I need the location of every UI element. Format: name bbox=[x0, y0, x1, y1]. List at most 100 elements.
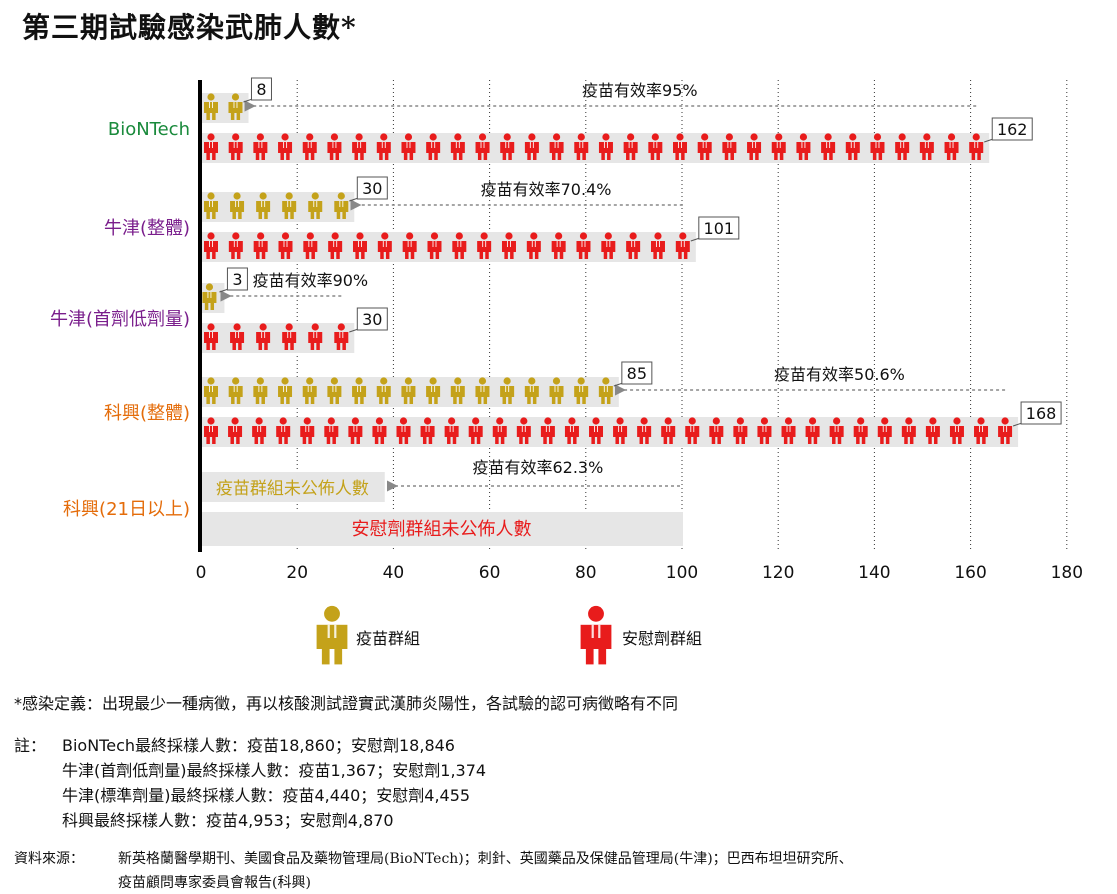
vaccine-person-icon bbox=[204, 93, 218, 120]
value-label: 8 bbox=[256, 80, 266, 99]
placebo-person-icon bbox=[919, 133, 934, 160]
placebo-person-icon bbox=[697, 133, 712, 160]
placebo-person-icon bbox=[282, 323, 297, 350]
placebo-person-icon bbox=[516, 417, 531, 444]
note-line: 牛津(首劑低劑量)最終採樣人數：疫苗1,367；安慰劑1,374 bbox=[62, 761, 487, 780]
category-label: 科興(整體) bbox=[104, 403, 190, 424]
placebo-person-icon bbox=[348, 417, 363, 444]
placebo-person-icon bbox=[327, 133, 342, 160]
vaccine-person-icon bbox=[256, 192, 271, 219]
vaccine-band bbox=[202, 192, 355, 222]
placebo-person-icon bbox=[228, 417, 243, 444]
x-tick-label: 100 bbox=[666, 563, 698, 583]
vaccine-person-icon bbox=[475, 377, 490, 404]
placebo-person-icon bbox=[675, 232, 690, 259]
vaccine-person-icon bbox=[204, 377, 218, 404]
x-tick-label: 20 bbox=[286, 563, 308, 583]
placebo-person-icon bbox=[228, 232, 243, 259]
value-box bbox=[250, 77, 272, 101]
placebo-person-icon bbox=[308, 323, 323, 350]
placebo-person-icon bbox=[796, 133, 811, 160]
vaccine-person-icon bbox=[376, 377, 391, 404]
placebo-person-icon bbox=[673, 133, 688, 160]
legend-placebo-label: 安慰劑群組 bbox=[622, 629, 702, 648]
placebo-person-icon bbox=[303, 232, 318, 259]
placebo-person-icon bbox=[452, 232, 467, 259]
placebo-person-icon bbox=[626, 232, 641, 259]
placebo-person-icon bbox=[276, 417, 291, 444]
placebo-person-icon bbox=[302, 133, 317, 160]
placebo-person-icon bbox=[925, 417, 940, 444]
note-line: 科興最終採樣人數：疫苗4,953；安慰劑4,870 bbox=[62, 811, 394, 830]
placebo-person-icon bbox=[401, 133, 416, 160]
placebo-person-icon bbox=[204, 133, 218, 160]
vaccine-person-icon bbox=[598, 377, 613, 404]
placebo-person-icon bbox=[524, 133, 539, 160]
source-line: 疫苗顧問專家委員會報告(科興) bbox=[118, 875, 311, 891]
legend-vaccine-label: 疫苗群組 bbox=[356, 629, 420, 648]
notes-label: 註： bbox=[14, 736, 47, 755]
placebo-person-icon bbox=[402, 232, 417, 259]
page-title: 第三期試驗感染武肺人數* bbox=[22, 11, 357, 44]
placebo-person-icon bbox=[845, 133, 860, 160]
placebo-person-icon bbox=[352, 232, 367, 259]
vaccine-person-icon bbox=[426, 377, 441, 404]
placebo-person-icon bbox=[253, 133, 268, 160]
placebo-person-icon bbox=[821, 133, 836, 160]
vaccine-person-icon bbox=[308, 192, 323, 219]
value-label: 168 bbox=[1026, 404, 1057, 423]
vaccine-person-icon bbox=[334, 192, 349, 219]
placebo-person-icon bbox=[805, 417, 820, 444]
value-label: 85 bbox=[627, 364, 647, 383]
placebo-person-icon bbox=[204, 323, 218, 350]
placebo-person-icon bbox=[623, 133, 638, 160]
placebo-person-icon bbox=[492, 417, 507, 444]
legend-placebo-icon bbox=[580, 605, 612, 665]
placebo-person-icon bbox=[613, 417, 628, 444]
vaccine-person-icon bbox=[230, 192, 245, 219]
value-label: 101 bbox=[704, 219, 735, 238]
vaccine-person-icon bbox=[500, 377, 515, 404]
placebo-person-icon bbox=[877, 417, 892, 444]
source-label: 資料來源： bbox=[14, 851, 84, 867]
placebo-person-icon bbox=[974, 417, 989, 444]
value-box bbox=[1020, 401, 1062, 425]
value-label: 30 bbox=[362, 179, 382, 198]
efficacy-label: 疫苗有效率50.6% bbox=[774, 365, 905, 384]
placebo-person-icon bbox=[709, 417, 724, 444]
value-box bbox=[991, 117, 1033, 141]
placebo-person-icon bbox=[870, 133, 885, 160]
vaccine-person-icon bbox=[228, 93, 243, 120]
placebo-person-icon bbox=[328, 232, 343, 259]
x-tick-label: 80 bbox=[575, 563, 597, 583]
value-label: 3 bbox=[232, 270, 242, 289]
placebo-person-icon bbox=[500, 133, 515, 160]
placebo-person-icon bbox=[253, 232, 268, 259]
x-tick-label: 0 bbox=[196, 563, 207, 583]
placebo-person-icon bbox=[998, 417, 1013, 444]
vaccine-person-icon bbox=[401, 377, 416, 404]
placebo-person-icon bbox=[501, 232, 516, 259]
placebo-person-icon bbox=[540, 417, 555, 444]
placebo-person-icon bbox=[396, 417, 411, 444]
value-box bbox=[698, 216, 740, 240]
placebo-person-icon bbox=[564, 417, 579, 444]
placebo-band bbox=[202, 232, 696, 262]
vaccine-person-icon bbox=[352, 377, 367, 404]
vaccine-person-icon bbox=[302, 377, 317, 404]
value-box bbox=[226, 267, 248, 291]
x-tick-label: 60 bbox=[479, 563, 501, 583]
vaccine-unreported-band bbox=[202, 472, 385, 502]
x-tick-label: 120 bbox=[762, 563, 794, 583]
placebo-person-icon bbox=[278, 232, 293, 259]
vaccine-person-icon bbox=[282, 192, 297, 219]
placebo-person-icon bbox=[252, 417, 267, 444]
placebo-person-icon bbox=[901, 417, 916, 444]
placebo-person-icon bbox=[747, 133, 762, 160]
note-line: BioNTech最終採樣人數：疫苗18,860；安慰劑18,846 bbox=[62, 736, 455, 755]
category-label: BioNTech bbox=[108, 119, 190, 140]
vaccine-person-icon bbox=[253, 377, 268, 404]
value-label: 162 bbox=[997, 120, 1028, 139]
category-label: 牛津(首劑低劑量) bbox=[50, 309, 190, 330]
vaccine-person-icon bbox=[204, 192, 218, 219]
